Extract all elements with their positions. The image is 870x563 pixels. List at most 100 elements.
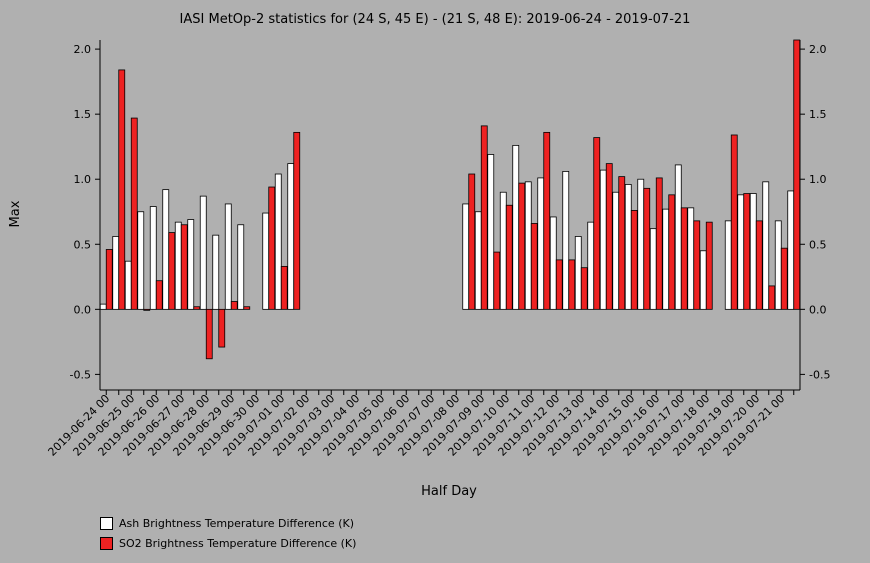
chart-title: IASI MetOp-2 statistics for (24 S, 45 E)… [180, 12, 691, 27]
y-tick-label-right: 0.0 [809, 303, 827, 316]
so2-bar [230, 301, 238, 310]
legend-item-ash: Ash Brightness Temperature Difference (K… [100, 513, 356, 533]
so2-bar [630, 210, 638, 310]
so2-bar [780, 247, 788, 310]
so2-bar [505, 204, 513, 310]
ash-bar [524, 181, 532, 310]
y-tick-label-left: 0.5 [74, 238, 92, 251]
ash-bar [774, 220, 782, 310]
so2-bar [643, 187, 651, 310]
so2-bar [180, 224, 188, 310]
so2-bar [168, 232, 176, 310]
so2-bar [543, 131, 551, 310]
so2-bar [518, 182, 526, 310]
ash-bar [687, 207, 695, 310]
y-tick-label-right: 0.5 [809, 238, 827, 251]
ash-bar [787, 190, 795, 310]
so2-bar [480, 125, 488, 310]
legend-swatch-ash [100, 516, 113, 530]
ash-bar [212, 234, 220, 310]
ash-bar [112, 236, 120, 310]
y-tick-label-left: 2.0 [74, 43, 92, 56]
ash-bar [149, 206, 157, 310]
so2-bar [743, 193, 751, 310]
ash-bar [187, 219, 195, 310]
so2-bar [205, 308, 213, 360]
so2-bar [655, 177, 663, 310]
ash-bar [549, 216, 557, 310]
ash-bar [537, 177, 545, 310]
so2-bar [193, 306, 201, 310]
so2-bar [105, 249, 113, 310]
y-tick-label-left: -0.5 [70, 368, 91, 381]
so2-bar [468, 173, 476, 310]
legend-label-ash: Ash Brightness Temperature Difference (K… [119, 516, 354, 530]
ash-bar [762, 181, 770, 310]
ash-bar [599, 169, 607, 310]
so2-bar [280, 265, 288, 310]
y-tick-label-left: 0.0 [74, 303, 92, 316]
y-tick-label-right: 1.5 [809, 108, 827, 121]
so2-bar [155, 280, 163, 310]
ash-bar [574, 236, 582, 310]
ash-bar [174, 221, 182, 310]
ash-bar [262, 212, 270, 310]
so2-bar [555, 259, 563, 310]
so2-bar [680, 207, 688, 310]
so2-bar [218, 308, 226, 348]
ash-bar [224, 203, 232, 310]
ash-bar [199, 195, 207, 310]
so2-bar [493, 251, 501, 310]
y-tick-label-right: -0.5 [809, 368, 830, 381]
so2-bar [730, 134, 738, 310]
ash-bar [724, 220, 732, 310]
so2-bar [268, 186, 276, 310]
ash-bar [649, 228, 657, 310]
so2-bar [143, 308, 151, 311]
legend-item-so2: SO2 Brightness Temperature Difference (K… [100, 533, 356, 553]
ash-bar [512, 144, 520, 310]
ash-bar [737, 194, 745, 310]
ash-bar [587, 221, 595, 310]
so2-bar [243, 306, 251, 310]
ash-bar [662, 208, 670, 310]
so2-bar [593, 137, 601, 310]
ash-bar [624, 184, 632, 310]
ash-bar [699, 250, 707, 310]
ash-bar [474, 211, 482, 310]
so2-bar [293, 131, 301, 310]
ash-bar [462, 203, 470, 310]
so2-bar [580, 267, 588, 310]
ash-bar [287, 163, 295, 310]
so2-bar [130, 117, 138, 310]
so2-bar [118, 69, 126, 310]
so2-bar [530, 223, 538, 310]
so2-bar [668, 194, 676, 310]
ash-bar [137, 211, 145, 310]
y-tick-label-right: 2.0 [809, 43, 827, 56]
ash-bar [637, 178, 645, 310]
legend-swatch-so2 [100, 536, 113, 550]
y-tick-label-left: 1.5 [74, 108, 92, 121]
so2-bar [768, 285, 776, 310]
ash-bar [499, 191, 507, 310]
so2-bar [693, 220, 701, 310]
ash-bar [274, 173, 282, 310]
legend: Ash Brightness Temperature Difference (K… [100, 513, 356, 553]
y-tick-label-right: 1.0 [809, 173, 827, 186]
ash-bar [237, 224, 245, 310]
so2-bar [755, 220, 763, 310]
ash-bar [562, 171, 570, 310]
so2-bar [793, 39, 801, 310]
ash-bar [487, 154, 495, 310]
so2-bar [568, 259, 576, 310]
ash-bar [124, 260, 132, 310]
plot-area: -0.5 -0.50.0 0.00.5 0.51.0 1.01.5 1.52.0 2.020… [46, 39, 830, 459]
x-axis-label: Half Day [421, 484, 477, 499]
ash-bar [749, 193, 757, 310]
ash-bar [99, 303, 107, 310]
y-tick-label-left: 1.0 [74, 173, 92, 186]
ash-bar [162, 189, 170, 310]
ash-bar [612, 191, 620, 310]
